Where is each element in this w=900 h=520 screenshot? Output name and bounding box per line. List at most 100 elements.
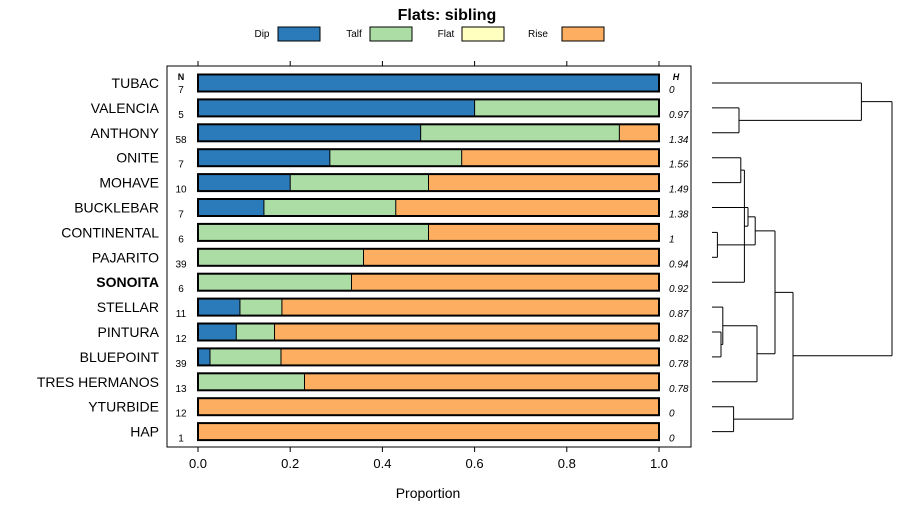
bar-outline bbox=[197, 397, 660, 417]
h-value: 1.38 bbox=[669, 210, 689, 221]
x-axis-label: Proportion bbox=[396, 485, 461, 501]
bar-outline bbox=[197, 222, 660, 242]
legend-label-flat: Flat bbox=[438, 29, 455, 40]
row-label: HAP bbox=[130, 424, 159, 440]
bar-segment-talf bbox=[198, 373, 305, 391]
bar-segment-dip bbox=[198, 298, 240, 316]
bar-segment-rise bbox=[280, 348, 659, 366]
dendrogram bbox=[712, 82, 893, 433]
n-value: 12 bbox=[175, 334, 187, 345]
bar-outline bbox=[197, 173, 660, 193]
bar-segment-rise bbox=[304, 373, 659, 391]
row-label: BUCKLEBAR bbox=[74, 200, 159, 216]
n-value: 12 bbox=[175, 409, 187, 420]
bar-segment-talf bbox=[209, 348, 281, 366]
bar-outline bbox=[197, 422, 660, 442]
h-value: 0 bbox=[669, 409, 675, 420]
bar-segment-talf bbox=[198, 273, 352, 291]
bar-segment-talf bbox=[474, 99, 659, 117]
n-value: 7 bbox=[178, 85, 184, 96]
row-label: VALENCIA bbox=[91, 100, 160, 116]
legend: Dip Talf Flat Rise bbox=[254, 26, 605, 42]
bar-outline bbox=[197, 123, 660, 143]
legend-swatch-dip bbox=[277, 26, 321, 42]
bar-segment-rise bbox=[351, 273, 659, 291]
bar-segment-rise bbox=[274, 323, 659, 341]
bar-segment-rise bbox=[428, 223, 659, 241]
n-value: 10 bbox=[175, 185, 187, 196]
bar-segment-rise bbox=[198, 398, 659, 416]
x-tick-label: 0.0 bbox=[189, 456, 207, 471]
bar-outline bbox=[197, 73, 660, 93]
h-value: 1.49 bbox=[669, 185, 689, 196]
bar-segment-talf bbox=[329, 149, 462, 167]
bar-segment-dip bbox=[198, 348, 210, 366]
bar-outline bbox=[197, 372, 660, 392]
chart-title: Flats: sibling bbox=[398, 7, 497, 24]
row-label: YTURBIDE bbox=[88, 399, 159, 415]
n-value: 58 bbox=[175, 135, 187, 146]
n-value: 5 bbox=[178, 110, 184, 121]
bar-segment-rise bbox=[281, 298, 659, 316]
row-label: STELLAR bbox=[97, 299, 159, 315]
row-label: TUBAC bbox=[112, 75, 159, 91]
x-tick-label: 0.4 bbox=[373, 456, 391, 471]
bar-outline bbox=[197, 198, 660, 217]
legend-label-talf: Talf bbox=[346, 29, 362, 40]
n-value: 7 bbox=[178, 210, 184, 221]
h-value: 1.56 bbox=[669, 160, 689, 171]
h-value: 0 bbox=[669, 434, 675, 445]
n-header: N bbox=[178, 72, 185, 82]
bar-segment-talf bbox=[198, 223, 429, 241]
bar-segment-dip bbox=[198, 199, 264, 216]
bar-segment-talf bbox=[198, 248, 364, 266]
bar-outline bbox=[197, 98, 660, 118]
bar-segment-dip bbox=[198, 124, 421, 142]
row-label: SONOITA bbox=[96, 274, 159, 290]
bar-segment-dip bbox=[198, 323, 237, 341]
n-value: 6 bbox=[178, 284, 184, 295]
bar-segment-rise bbox=[363, 248, 659, 266]
row-label: CONTINENTAL bbox=[61, 224, 159, 240]
n-value: 13 bbox=[175, 384, 187, 395]
h-value: 1 bbox=[669, 234, 675, 245]
h-value: 0.82 bbox=[669, 334, 689, 345]
h-value: 0.94 bbox=[669, 259, 689, 270]
n-value: 11 bbox=[176, 309, 187, 320]
row-label: MOHAVE bbox=[99, 175, 159, 191]
bar-outline bbox=[197, 272, 660, 292]
bar-outline bbox=[197, 148, 660, 168]
bar-segment-talf bbox=[236, 323, 275, 341]
legend-swatch-talf bbox=[369, 26, 413, 42]
h-value: 0.97 bbox=[669, 110, 689, 121]
h-value: 1.34 bbox=[669, 135, 689, 146]
bar-segment-dip bbox=[198, 149, 330, 167]
n-value: 39 bbox=[175, 359, 187, 370]
h-value: 0 bbox=[669, 85, 675, 96]
legend-label-dip: Dip bbox=[254, 29, 269, 40]
plot-frame bbox=[166, 65, 692, 448]
bar-segment-dip bbox=[198, 174, 291, 192]
bar-segment-rise bbox=[395, 199, 659, 216]
h-value: 0.78 bbox=[669, 359, 689, 370]
n-value: 39 bbox=[175, 259, 187, 270]
x-tick-label: 0.2 bbox=[281, 456, 299, 471]
row-label: ANTHONY bbox=[91, 125, 160, 141]
h-value: 0.92 bbox=[669, 284, 689, 295]
bar-segment-rise bbox=[461, 149, 659, 167]
h-header: H bbox=[673, 72, 680, 82]
bar-outline bbox=[197, 247, 660, 267]
row-label: PINTURA bbox=[98, 324, 160, 340]
bar-segment-rise bbox=[198, 423, 659, 441]
bar-outline bbox=[197, 297, 660, 317]
plot-area: 0.0 0.2 0.4 0.6 0.8 1.0 N H TUBAC 7 0 VALENCIA 5 0.97… bbox=[37, 61, 692, 471]
legend-swatch-flat bbox=[461, 26, 505, 42]
bar-segment-talf bbox=[290, 174, 429, 192]
bar-segment-dip bbox=[198, 74, 659, 92]
x-tick-label: 1.0 bbox=[650, 456, 668, 471]
x-tick-label: 0.6 bbox=[466, 456, 484, 471]
n-value: 1 bbox=[178, 434, 184, 445]
h-value: 0.87 bbox=[669, 309, 689, 320]
n-value: 7 bbox=[178, 160, 184, 171]
